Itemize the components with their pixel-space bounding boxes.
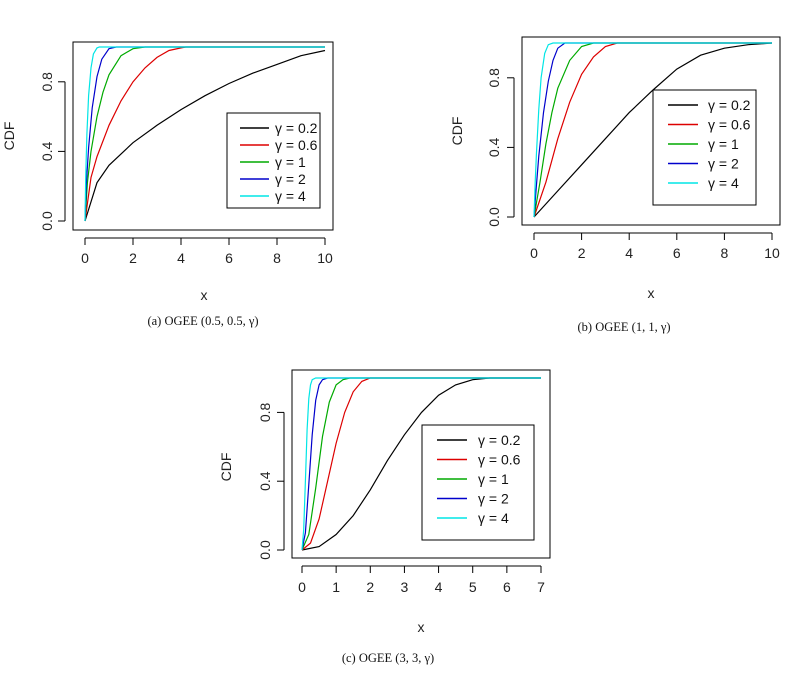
y-tick-label: 0.0 xyxy=(257,540,273,560)
legend-label: γ = 1 xyxy=(708,136,739,152)
x-tick-label: 6 xyxy=(503,579,511,595)
series-line-5 xyxy=(533,42,772,218)
x-axis-label: x xyxy=(648,285,655,301)
legend-label: γ = 0.6 xyxy=(275,137,318,153)
x-tick-label: 10 xyxy=(317,250,333,266)
legend-label: γ = 0.2 xyxy=(478,432,521,448)
y-tick-label: 0.4 xyxy=(257,471,273,491)
legend-box xyxy=(421,424,535,541)
legend-label: γ = 0.6 xyxy=(478,452,521,468)
plot-frame xyxy=(72,41,334,231)
plot-frame xyxy=(521,36,781,226)
series-line-5 xyxy=(301,377,541,551)
x-tick-label: 2 xyxy=(129,250,137,266)
x-tick-label: 4 xyxy=(625,245,633,261)
legend-label: γ = 4 xyxy=(478,510,509,526)
series-line-2 xyxy=(84,46,325,222)
series-line-1 xyxy=(84,49,326,222)
legend-box xyxy=(652,89,757,206)
legend: γ = 0.2 γ = 0.6 γ = 1 γ = 2 γ = 4 xyxy=(421,424,535,541)
series-group xyxy=(301,377,541,551)
legend-label: γ = 4 xyxy=(708,175,739,191)
series-line-3 xyxy=(84,46,325,222)
legend: γ = 0.2 γ = 0.6 γ = 1 γ = 2 γ = 4 xyxy=(652,89,757,206)
y-axis: 0.0 0.4 0.8 xyxy=(39,72,66,231)
y-tick-label: 0.0 xyxy=(39,211,55,231)
y-axis-label: CDF xyxy=(218,453,234,482)
x-tick-label: 1 xyxy=(332,579,340,595)
figure-caption: (a) OGEE (0.5, 0.5, γ) xyxy=(147,314,258,328)
legend: γ = 0.2γ = 0.6γ = 1γ = 2γ = 4 xyxy=(226,112,321,209)
x-tick-label: 6 xyxy=(225,250,233,266)
legend-label: γ = 1 xyxy=(478,471,509,487)
y-axis: 0.0 0.4 0.8 xyxy=(486,68,515,227)
y-tick-label: 0.8 xyxy=(257,402,273,422)
y-tick-label: 0.4 xyxy=(39,141,55,161)
x-tick-label: 2 xyxy=(366,579,374,595)
x-tick-label: 2 xyxy=(578,245,586,261)
series-line-4 xyxy=(533,42,772,218)
x-tick-label: 5 xyxy=(469,579,477,595)
series-line-5 xyxy=(84,46,325,222)
legend-box xyxy=(226,112,321,209)
x-axis: 0 2 4 6 8 10 xyxy=(530,232,780,261)
x-axis-label: x xyxy=(418,619,425,635)
y-tick-label: 0.0 xyxy=(486,207,502,227)
legend-label: γ = 2 xyxy=(275,171,306,187)
legend-label: γ = 2 xyxy=(478,491,509,507)
x-tick-label: 0 xyxy=(298,579,306,595)
legend-label: γ = 4 xyxy=(275,188,306,204)
y-tick-label: 0.4 xyxy=(486,137,502,157)
legend-label: γ = 0.2 xyxy=(708,97,751,113)
chart-panel-3: 0 1 2 3 4 5 6 7 0.0 0.4 0.8 x CDF γ = 0.2 γ = 0.6 γ = 1… xyxy=(218,369,551,665)
series-group xyxy=(84,46,326,222)
series-line-2 xyxy=(533,42,772,218)
x-tick-label: 0 xyxy=(81,250,89,266)
x-axis-label: x xyxy=(201,287,208,303)
x-axis: 0 2 4 6 8 10 xyxy=(81,237,333,266)
y-axis-label: CDF xyxy=(1,122,17,151)
x-tick-label: 4 xyxy=(177,250,185,266)
plot-frame xyxy=(291,369,551,559)
x-tick-label: 8 xyxy=(721,245,729,261)
figure-caption: (c) OGEE (3, 3, γ) xyxy=(342,651,434,665)
x-tick-label: 6 xyxy=(673,245,681,261)
figure-caption: (b) OGEE (1, 1, γ) xyxy=(578,320,671,334)
legend-label: γ = 1 xyxy=(275,154,306,170)
legend-label: γ = 0.2 xyxy=(275,120,318,136)
legend-label: γ = 0.6 xyxy=(708,117,751,133)
y-tick-label: 0.8 xyxy=(486,68,502,88)
legend-label: γ = 2 xyxy=(708,156,739,172)
x-tick-label: 10 xyxy=(764,245,780,261)
y-tick-label: 0.8 xyxy=(39,72,55,92)
series-line-3 xyxy=(533,42,772,218)
x-tick-label: 8 xyxy=(273,250,281,266)
x-axis: 0 1 2 3 4 5 6 7 xyxy=(298,565,545,595)
x-tick-label: 7 xyxy=(537,579,545,595)
x-tick-label: 4 xyxy=(435,579,443,595)
y-axis-label: CDF xyxy=(449,117,465,146)
x-tick-label: 3 xyxy=(401,579,409,595)
x-tick-label: 0 xyxy=(530,245,538,261)
y-axis: 0.0 0.4 0.8 xyxy=(257,402,285,560)
